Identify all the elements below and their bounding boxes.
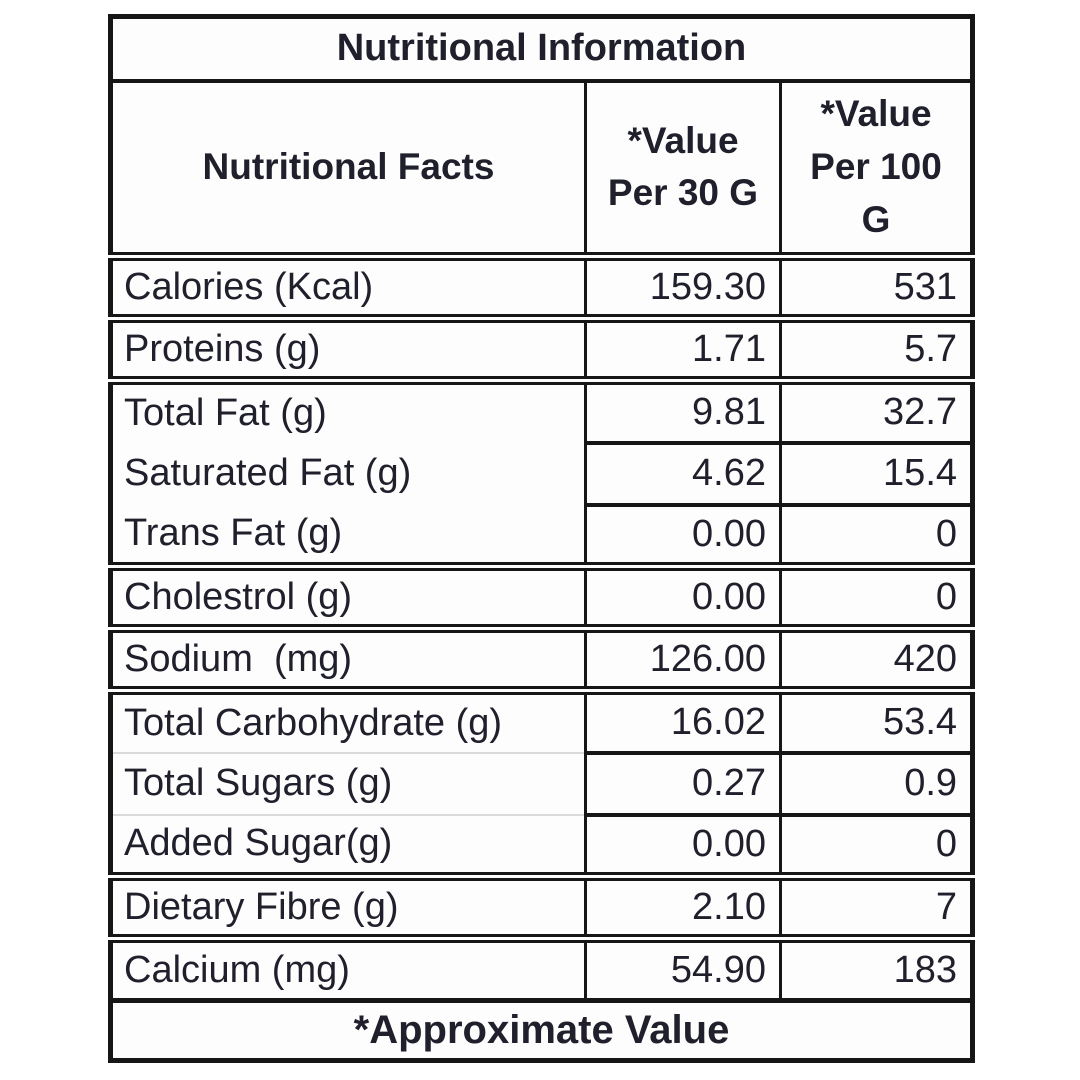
value-per-30g: 0.00 bbox=[584, 504, 781, 571]
row-saturated-fat: Saturated Fat (g) 4.62 15.4 bbox=[111, 442, 973, 507]
value-per-30g: 1.71 bbox=[584, 318, 781, 385]
header-value-per-100g: *Value Per 100 G bbox=[778, 80, 973, 261]
title-row: Nutritional Information bbox=[110, 16, 973, 83]
value-per-100g: 531 bbox=[778, 256, 973, 323]
value-per-100g: 15.4 bbox=[778, 442, 973, 507]
value-per-30g: 126.00 bbox=[584, 628, 781, 695]
row-label: Calories (Kcal) bbox=[110, 256, 586, 323]
value-per-100g: 53.4 bbox=[778, 690, 973, 755]
row-sodium: Sodium (mg) 126.00 420 bbox=[110, 628, 973, 695]
value-per-30g: 2.10 bbox=[584, 876, 781, 943]
value-per-30g: 54.90 bbox=[584, 938, 781, 1003]
value-per-100g: 0 bbox=[778, 566, 973, 633]
row-label: Total Fat (g) bbox=[124, 392, 327, 435]
header-value-per-30g: *Value Per 30 G bbox=[584, 80, 781, 261]
header-row: Nutritional Facts *Value Per 30 G *Value… bbox=[110, 80, 973, 261]
footer-row: *Approximate Value bbox=[111, 1001, 973, 1061]
table-footnote: *Approximate Value bbox=[353, 1008, 730, 1052]
row-label: Total Carbohydrate (g) bbox=[110, 690, 586, 754]
value-per-30g: 16.02 bbox=[584, 690, 781, 755]
value-per-30g: 4.62 bbox=[584, 442, 781, 507]
value-per-100g: 183 bbox=[778, 938, 973, 1003]
value-per-30g: 159.30 bbox=[584, 256, 781, 323]
value-per-100g: 5.7 bbox=[778, 318, 973, 385]
header-nutritional-facts: Nutritional Facts bbox=[110, 80, 586, 261]
value-per-30g: 0.00 bbox=[584, 814, 781, 881]
value-per-100g: 32.7 bbox=[778, 380, 973, 445]
row-calories: Calories (Kcal) 159.30 531 bbox=[110, 256, 973, 323]
value-per-100g: 0 bbox=[778, 504, 973, 571]
row-trans-fat: Trans Fat (g) 0.00 0 bbox=[110, 504, 973, 571]
row-label: Saturated Fat (g) bbox=[124, 452, 412, 494]
row-added-sugar: Added Sugar(g) 0.00 0 bbox=[110, 814, 973, 881]
row-label: Added Sugar(g) bbox=[110, 814, 586, 881]
value-per-100g: 0 bbox=[778, 814, 973, 881]
value-per-30g: 0.27 bbox=[584, 752, 781, 817]
row-label: Proteins (g) bbox=[110, 318, 586, 385]
row-cholestrol: Cholestrol (g) 0.00 0 bbox=[110, 566, 973, 633]
row-label: Calcium (mg) bbox=[110, 938, 586, 1003]
row-label: Cholestrol (g) bbox=[110, 566, 586, 633]
row-label: Dietary Fibre (g) bbox=[110, 876, 586, 943]
value-per-30g: 9.81 bbox=[584, 380, 781, 445]
row-proteins: Proteins (g) 1.71 5.7 bbox=[110, 318, 973, 385]
row-label: Total Sugars (g) bbox=[110, 752, 586, 816]
row-calcium: Calcium (mg) 54.90 183 bbox=[110, 938, 973, 1003]
row-label: Trans Fat (g) bbox=[110, 504, 586, 571]
nutrition-table: Nutritional Information Nutritional Fact… bbox=[108, 14, 976, 1063]
value-per-100g: 420 bbox=[778, 628, 973, 695]
value-per-100g: 7 bbox=[778, 876, 973, 943]
row-label: Sodium (mg) bbox=[110, 628, 586, 695]
value-per-100g: 0.9 bbox=[778, 752, 973, 817]
row-dietary-fibre: Dietary Fibre (g) 2.10 7 bbox=[110, 876, 973, 943]
value-per-30g: 0.00 bbox=[584, 566, 781, 633]
row-total-fat: Total Fat (g) 9.81 32.7 bbox=[111, 380, 973, 445]
table-title: Nutritional Information bbox=[110, 16, 973, 83]
row-total-carbohydrate: Total Carbohydrate (g) 16.02 53.4 bbox=[110, 690, 973, 755]
row-total-sugars: Total Sugars (g) 0.27 0.9 bbox=[110, 752, 973, 817]
